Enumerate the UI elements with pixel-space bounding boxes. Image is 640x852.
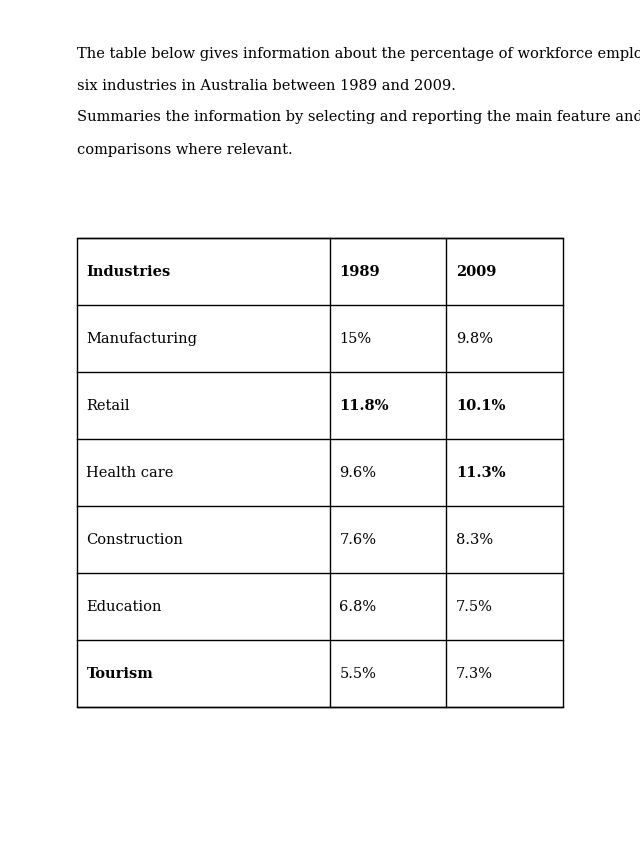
Text: Industries: Industries (86, 265, 171, 279)
Text: 1989: 1989 (339, 265, 380, 279)
Text: six industries in Australia between 1989 and 2009.: six industries in Australia between 1989… (77, 79, 456, 93)
Text: comparisons where relevant.: comparisons where relevant. (77, 142, 292, 157)
Text: 7.6%: 7.6% (339, 532, 376, 547)
Text: 7.5%: 7.5% (456, 600, 493, 613)
Text: 6.8%: 6.8% (339, 600, 376, 613)
Text: 5.5%: 5.5% (339, 667, 376, 681)
Text: 15%: 15% (339, 332, 371, 346)
Text: 10.1%: 10.1% (456, 399, 506, 413)
Text: 11.8%: 11.8% (339, 399, 389, 413)
Text: Manufacturing: Manufacturing (86, 332, 197, 346)
Text: The table below gives information about the percentage of workforce employed in: The table below gives information about … (77, 47, 640, 60)
Text: 9.8%: 9.8% (456, 332, 493, 346)
Text: Construction: Construction (86, 532, 183, 547)
Text: 2009: 2009 (456, 265, 497, 279)
Text: Tourism: Tourism (86, 667, 153, 681)
Bar (77, 239, 563, 707)
Text: 11.3%: 11.3% (456, 466, 506, 480)
Text: Education: Education (86, 600, 162, 613)
Text: 9.6%: 9.6% (339, 466, 376, 480)
Text: Summaries the information by selecting and reporting the main feature and make: Summaries the information by selecting a… (77, 110, 640, 124)
Text: Retail: Retail (86, 399, 130, 413)
Text: Health care: Health care (86, 466, 174, 480)
Text: 7.3%: 7.3% (456, 667, 493, 681)
Text: 8.3%: 8.3% (456, 532, 493, 547)
